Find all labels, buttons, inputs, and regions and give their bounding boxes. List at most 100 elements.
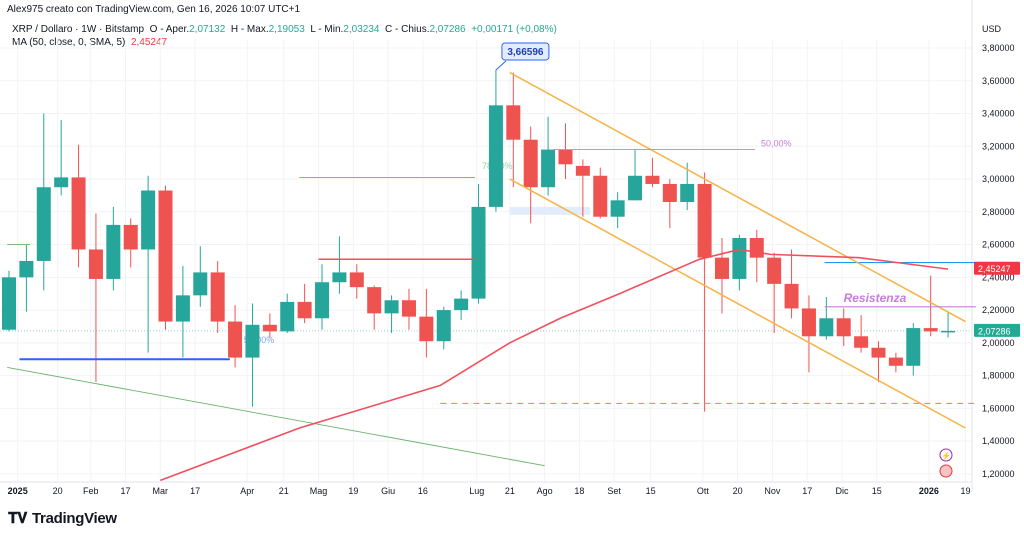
candle-down (801, 308, 816, 337)
drawings-back: 78,60%50,00% (244, 161, 590, 345)
candle-up (610, 200, 625, 217)
time-tick-label: 21 (279, 486, 289, 496)
open-label: O - Aper. (149, 24, 190, 35)
candle-up (54, 177, 69, 188)
time-tick-label: 20 (53, 486, 63, 496)
chart-credit: Alex975 creato con TradingView.com, Gen … (7, 4, 301, 15)
candle-down (854, 336, 869, 348)
candle-down (714, 257, 729, 279)
candle-down (836, 318, 851, 337)
symbol-row: XRP / Dollaro · 1W · Bitstamp O - Aper. 2… (12, 23, 557, 36)
candle-down (367, 287, 382, 314)
candle-up (193, 272, 208, 296)
time-tick-label: 17 (121, 486, 131, 496)
ma-label[interactable]: MA (50, close, 0, SMA, 5) (12, 37, 126, 48)
price-tick-label: 3,40000 (982, 109, 1015, 119)
candle-up (628, 175, 643, 201)
price-tick-label: 1,40000 (982, 436, 1015, 446)
close-label: C - Chius. (385, 24, 430, 35)
candle-down (923, 328, 938, 332)
price-label-box (974, 323, 1020, 337)
candle-up (332, 272, 347, 283)
candle-down (210, 272, 225, 322)
candle-down (662, 183, 677, 202)
candle-up (436, 310, 451, 342)
candle-down (593, 175, 608, 217)
time-tick-label: Apr (240, 486, 254, 496)
time-tick-label: 15 (646, 486, 656, 496)
time-axis[interactable]: 2025 20 Feb 17 Mar 17 Apr 21 Mag 19 Giu 16 Lug 21 Ago 1… (8, 486, 971, 496)
candle-down (228, 321, 243, 358)
time-tick-label: Nov (764, 486, 781, 496)
candle-down (349, 272, 364, 288)
us-flag-icon (939, 464, 953, 478)
price-axis[interactable]: USD 3,80000 3,60000 3,40000 3,20000 3,00000 2,… (974, 24, 1020, 479)
ma-row: MA (50, close, 0, SMA, 5) 2,45247 (12, 36, 557, 49)
candle-up (819, 318, 834, 337)
candle-up (471, 206, 486, 299)
resistance-label: Resistenza (844, 291, 907, 305)
high-callout-box (501, 42, 550, 61)
candle-up (245, 324, 260, 358)
price-label: 2,45247 (978, 264, 1011, 274)
price-tick-label: 3,60000 (982, 76, 1015, 86)
candle-up (906, 328, 921, 366)
green-trendline (7, 366, 545, 467)
price-tick-label: 3,80000 (982, 43, 1015, 53)
high-callout-label: 3,66596 (507, 47, 544, 58)
time-tick-label: Giu (381, 486, 395, 496)
candle-up (384, 300, 399, 314)
candle-down (506, 105, 521, 140)
price-tick-label: 1,20000 (982, 469, 1015, 479)
time-tick-label: 21 (505, 486, 515, 496)
time-tick-label: Mag (310, 486, 328, 496)
candle-down (645, 175, 660, 184)
time-tick-label: 17 (802, 486, 812, 496)
time-tick-label: Ott (697, 486, 710, 496)
price-label-box (974, 261, 1020, 275)
high-value: 2,19053 (268, 24, 305, 35)
candle-down (575, 165, 590, 176)
price-tick-label: 1,60000 (982, 403, 1015, 413)
candle-up (280, 301, 295, 332)
tradingview-logo-icon: 𝐓𝐕 (8, 510, 28, 527)
candle-up (36, 187, 51, 261)
candle-down (88, 249, 103, 279)
low-label: L - Min. (310, 24, 344, 35)
tradingview-logo[interactable]: 𝐓𝐕 TradingView (8, 510, 117, 527)
time-tick-label: 19 (348, 486, 358, 496)
candle-up (2, 277, 16, 330)
price-label: 2,07286 (978, 326, 1011, 336)
price-tick-label: 2,60000 (982, 240, 1015, 250)
time-tick-label: Mar (153, 486, 169, 496)
channel-lower-line (509, 178, 966, 429)
time-tick-label: Set (607, 486, 621, 496)
time-tick-label: Dic (835, 486, 848, 496)
symbol[interactable]: XRP / Dollaro · 1W · Bitstamp (12, 24, 145, 35)
price-tick-label: 1,80000 (982, 371, 1015, 381)
candle-up (941, 330, 956, 333)
candle-up (732, 238, 747, 279)
candle-up (488, 105, 503, 207)
candle-up (315, 282, 330, 319)
price-tick-label: 2,20000 (982, 305, 1015, 315)
candle-down (888, 357, 903, 366)
candle-up (106, 224, 121, 279)
candle-down (767, 257, 782, 284)
fib-50-label: 50,00% (761, 139, 792, 149)
candle-up (19, 260, 34, 278)
high-label: H - Max. (230, 24, 269, 35)
drawings: 50,00% Resistenza 3,66596 ⚡ (7, 42, 976, 482)
candle-up (680, 183, 695, 202)
chart-legend: XRP / Dollaro · 1W · Bitstamp O - Aper. 2… (12, 23, 557, 49)
callout-pointer (495, 60, 507, 71)
channel-upper-line (509, 71, 966, 323)
candle-up (141, 190, 156, 250)
time-tick-label: 17 (190, 486, 200, 496)
candle-down (158, 190, 173, 322)
lightning-glyph: ⚡ (941, 451, 951, 461)
candle-down (297, 301, 312, 319)
time-tick-label: 18 (574, 486, 584, 496)
axis-currency: USD (982, 24, 1002, 34)
